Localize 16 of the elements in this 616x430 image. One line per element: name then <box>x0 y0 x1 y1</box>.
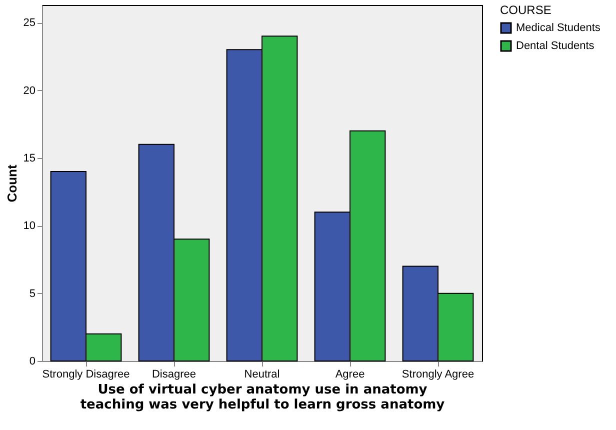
y-axis-title: Count <box>4 164 20 202</box>
y-tick-label: 25 <box>23 17 36 30</box>
x-axis-title: Use of virtual cyber anatomy use in anatomy teaching was very helpful to learn gross anatomy <box>80 382 446 412</box>
x-tick-label: Neutral <box>244 368 280 380</box>
x-tick-label: Disagree <box>152 368 196 380</box>
legend-label: Medical Students <box>516 22 601 34</box>
y-tick-label: 0 <box>29 356 36 368</box>
y-tick-label: 15 <box>23 152 36 164</box>
x-tick-label: Agree <box>335 368 365 380</box>
legend-label: Dental Students <box>516 40 595 52</box>
y-tick-label: 20 <box>23 84 36 97</box>
y-tick-label: 10 <box>23 220 36 232</box>
legend-title: COURSE <box>500 3 552 17</box>
y-tick-label: 5 <box>29 288 36 300</box>
x-tick-label: Strongly Agree <box>402 368 474 380</box>
x-tick-label: Strongly Disagree <box>42 368 130 380</box>
